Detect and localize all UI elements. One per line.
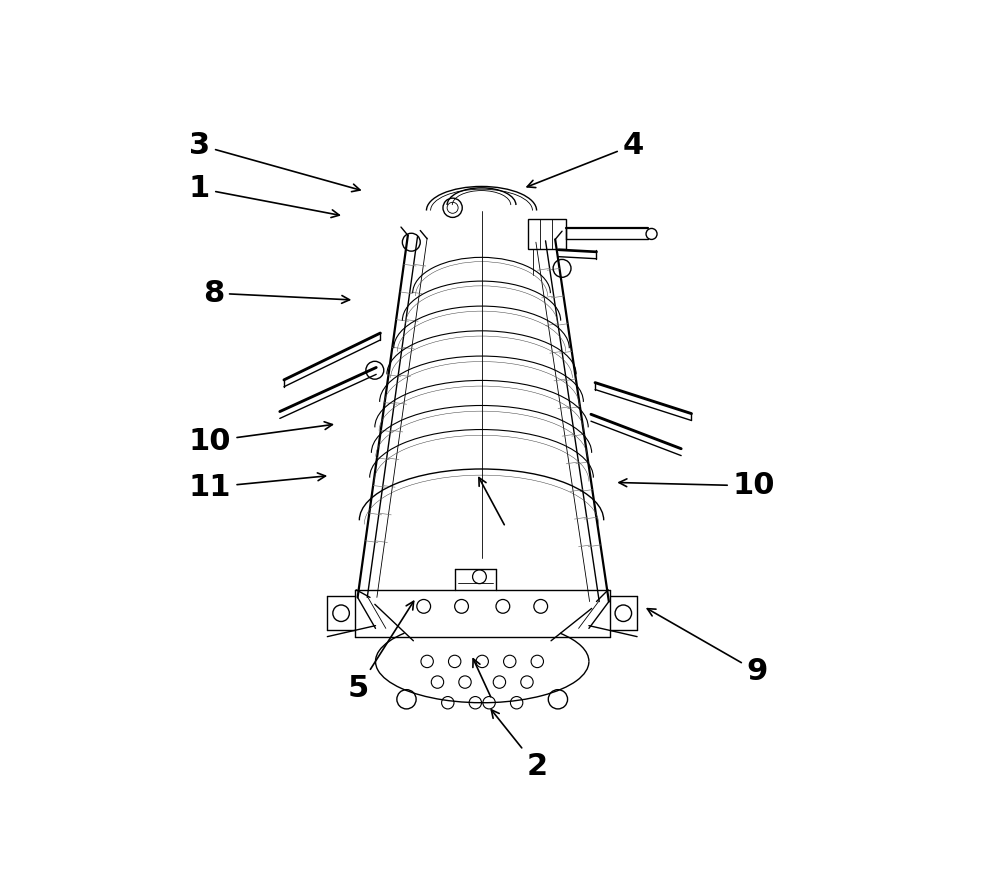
Text: 3: 3 — [189, 131, 360, 191]
Text: 1: 1 — [189, 174, 339, 217]
Text: 10: 10 — [619, 471, 775, 501]
Text: 5: 5 — [347, 602, 414, 704]
Text: 9: 9 — [647, 609, 768, 687]
Text: 10: 10 — [189, 422, 332, 456]
Text: 2: 2 — [491, 710, 547, 781]
Text: 4: 4 — [527, 131, 644, 188]
Text: 11: 11 — [189, 473, 325, 502]
Text: 8: 8 — [203, 279, 350, 308]
